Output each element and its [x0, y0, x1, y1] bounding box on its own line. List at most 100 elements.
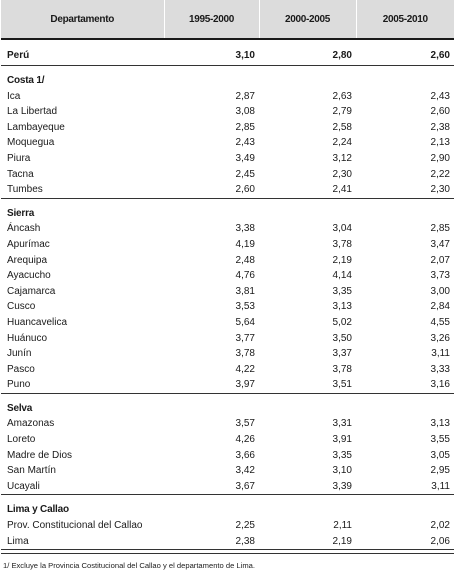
- rate-value-3: 2,13: [430, 137, 450, 149]
- rate-value-2: 4,14: [332, 270, 352, 282]
- header-period-3: 2005-2010: [355, 0, 454, 38]
- header-rule: [1, 38, 454, 40]
- table-row: Ica 2,87 2,63 2,43: [1, 89, 454, 105]
- rate-value-1: 2,85: [235, 121, 255, 133]
- header-row: Departamento 1995-2000 2000-2005 2005-20…: [1, 0, 454, 38]
- rate-value-3: 2,06: [356, 533, 454, 551]
- table-row: Cusco 3,53 3,13 2,84: [1, 299, 454, 315]
- rate-value-2: 2,11: [333, 520, 352, 532]
- rate-value-2: 2,19: [259, 533, 356, 551]
- rate-value-2: 3,91: [332, 434, 352, 446]
- rate-value-3: 2,43: [430, 90, 450, 102]
- department-name: Lima: [1, 533, 164, 551]
- data-table-container: Departamento 1995-2000 2000-2005 2005-20…: [1, 0, 454, 551]
- department-name: Loreto: [7, 434, 36, 446]
- rate-value-2: 3,04: [332, 223, 352, 235]
- department-name: Pasco: [7, 363, 35, 375]
- rate-value-1: 2,60: [164, 182, 259, 199]
- rate-value-2: 2,79: [332, 106, 352, 118]
- table-row: Apurímac 4,19 3,78 3,47: [1, 237, 454, 253]
- department-name: Apurímac: [7, 238, 50, 250]
- department-name: Ica: [7, 90, 21, 102]
- rate-value-2: 3,31: [332, 418, 352, 430]
- rate-value-3: 3,55: [430, 434, 450, 446]
- region-header-row: Selva: [1, 401, 454, 417]
- table-bottom-rule: [1, 553, 454, 554]
- department-name: Tumbes: [1, 182, 164, 199]
- rate-value-3: 3,00: [430, 285, 450, 297]
- department-name: Moquegua: [7, 137, 55, 149]
- rate-value-3: 3,11: [356, 478, 454, 496]
- table-row: Arequipa 2,48 2,19 2,07: [1, 253, 454, 269]
- rate-value-3: 2,30: [356, 182, 454, 199]
- rate-value-3: 2,60: [430, 106, 450, 118]
- spacer: [1, 198, 454, 206]
- table-row: Áncash 3,38 3,04 2,85: [1, 221, 454, 237]
- rate-value-3: 2,84: [430, 301, 450, 313]
- department-name: Prov. Constitucional del Callao: [7, 520, 143, 532]
- rate-value-3: 3,26: [430, 332, 450, 344]
- rate-value-2: 2,30: [332, 168, 352, 180]
- department-name: La Libertad: [7, 106, 58, 118]
- rate-value-3: 2,95: [430, 465, 450, 477]
- rate-value-1: 4,76: [235, 270, 255, 282]
- region-header-row: Lima y Callao: [1, 502, 454, 518]
- department-name: Junín: [7, 348, 32, 360]
- rate-value-1: 3,42: [235, 465, 255, 477]
- department-name: Tacna: [7, 168, 34, 180]
- table-row: Lambayeque 2,85 2,58 2,38: [1, 120, 454, 136]
- department-name: Cajamarca: [7, 285, 56, 297]
- rate-value-2: 3,50: [332, 332, 352, 344]
- spacer: [1, 495, 454, 503]
- table-row: Pasco 4,22 3,78 3,33: [1, 362, 454, 378]
- rate-value-2: 3,78: [332, 238, 352, 250]
- fertility-table: Departamento 1995-2000 2000-2005 2005-20…: [1, 0, 454, 551]
- rate-value-1: 3,08: [235, 106, 255, 118]
- total-value-1: 3,10: [164, 47, 259, 66]
- department-name: Puno: [1, 377, 164, 394]
- rate-value-2: 3,37: [332, 348, 352, 360]
- table-row: Tacna 2,45 2,30 2,22: [1, 167, 454, 183]
- department-name: Huánuco: [7, 332, 48, 344]
- rate-value-3: 3,47: [430, 238, 450, 250]
- rate-value-2: 3,12: [332, 152, 352, 164]
- table-header: Departamento 1995-2000 2000-2005 2005-20…: [1, 0, 454, 38]
- rate-value-1: 3,57: [235, 418, 255, 430]
- department-name: Piura: [7, 152, 31, 164]
- department-name: Arequipa: [7, 254, 48, 266]
- rate-value-3: 3,13: [430, 418, 450, 430]
- department-name: Cusco: [7, 301, 36, 313]
- rate-value-2: 3,35: [332, 449, 352, 461]
- table-row: Huánuco 3,77 3,50 3,26: [1, 331, 454, 347]
- rate-value-3: 2,90: [430, 152, 450, 164]
- rate-value-1: 4,26: [235, 434, 255, 446]
- department-name: Lambayeque: [7, 121, 65, 133]
- table-row: Junín 3,78 3,37 3,11: [1, 346, 454, 362]
- rate-value-1: 3,97: [164, 377, 259, 394]
- rate-value-1: 3,49: [235, 152, 255, 164]
- rate-value-3: 2,07: [430, 254, 450, 266]
- table-row: Prov. Constitucional del Callao 2,25 2,11 2…: [1, 518, 454, 534]
- table-row: La Libertad 3,08 2,79 2,60: [1, 104, 454, 120]
- rate-value-2: 3,78: [332, 363, 352, 375]
- rate-value-2: 5,02: [332, 316, 352, 328]
- table-row: Ucayali 3,67 3,39 3,11: [1, 478, 454, 496]
- table-body: Perú 3,10 2,80 2,60 Costa 1/Ica 2,87 2,63 2…: [1, 38, 454, 551]
- table-row: Moquegua 2,43 2,24 2,13: [1, 135, 454, 151]
- table-row: Piura 3,49 3,12 2,90: [1, 151, 454, 167]
- rate-value-2: 2,24: [332, 137, 352, 149]
- region-header-row: Costa 1/: [1, 73, 454, 89]
- rate-value-2: 2,58: [332, 121, 352, 133]
- rate-value-2: 2,63: [332, 90, 352, 102]
- spacer: [1, 393, 454, 401]
- rate-value-1: 4,22: [235, 363, 255, 375]
- rate-value-1: 2,87: [235, 90, 255, 102]
- header-period-1: 1995-2000: [163, 0, 259, 38]
- header-departamento: Departamento: [1, 0, 164, 38]
- rate-value-1: 5,64: [235, 316, 255, 328]
- table-row: Cajamarca 3,81 3,35 3,00: [1, 284, 454, 300]
- rate-value-2: 3,51: [259, 377, 356, 394]
- department-name: Ucayali: [1, 478, 164, 496]
- table-row: San Martín 3,42 3,10 2,95: [1, 463, 454, 479]
- rate-value-3: 3,11: [431, 348, 450, 360]
